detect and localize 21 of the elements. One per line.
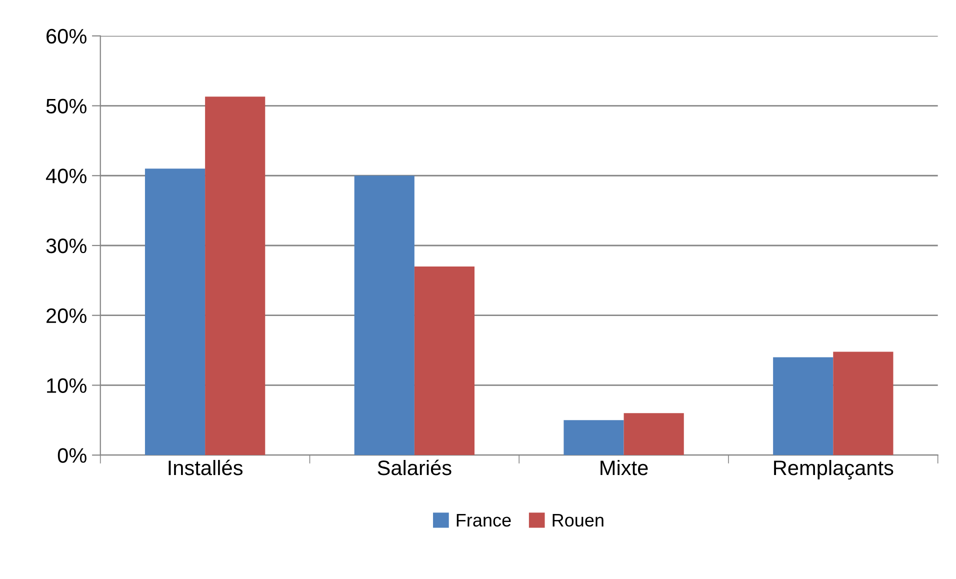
y-tick-label: 0% [58, 448, 86, 463]
x-tick-label: Salariés [378, 460, 452, 476]
x-tick-label: Installés [168, 460, 243, 476]
y-tick-label: 10% [47, 378, 86, 393]
bar [833, 352, 894, 456]
y-tick-label: 30% [46, 238, 86, 254]
bar [773, 357, 834, 456]
x-tick-label: Mixte [600, 460, 648, 476]
y-tick-label: 50% [46, 98, 86, 114]
legend-label: France [456, 514, 511, 527]
y-tick-label: 60% [46, 28, 86, 44]
bar [205, 96, 266, 456]
bar [624, 413, 684, 456]
legend-label: Rouen [552, 514, 604, 527]
bar [564, 420, 624, 456]
y-tick-label: 20% [46, 308, 86, 324]
y-tick-label: 40% [46, 168, 86, 184]
bar [354, 176, 414, 456]
bar [414, 266, 475, 456]
x-tick-label: Remplaçants [774, 460, 894, 480]
bar [144, 168, 206, 456]
